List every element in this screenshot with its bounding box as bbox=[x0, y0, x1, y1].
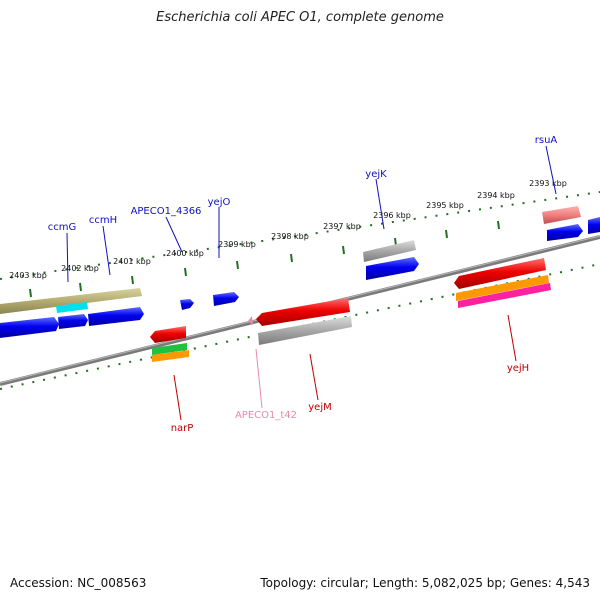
cds-arrow-ccmH-left bbox=[58, 314, 88, 329]
reverse-strand-features bbox=[150, 258, 551, 362]
scale-tick-mark bbox=[236, 260, 239, 270]
cds-arrow-ccmG bbox=[0, 317, 59, 338]
cds-arrow-right-edge bbox=[588, 217, 600, 234]
cyan-feature bbox=[56, 302, 88, 313]
scale-tick-label: 2395 kbp bbox=[426, 201, 464, 210]
gene-label-APECO1_t42[interactable]: APECO1_t42 bbox=[235, 410, 297, 421]
gene-label-ccmG[interactable]: ccmG bbox=[48, 222, 77, 233]
forward-strand-features bbox=[0, 206, 600, 338]
gene-labels: ccmG ccmH APECO1_4366 yejO yejK rsuA nar… bbox=[48, 135, 558, 434]
scale-tick-label: 2397 kbp bbox=[323, 222, 361, 231]
pink-feature-rsuA bbox=[542, 206, 581, 224]
gene-label-yejM[interactable]: yejM bbox=[308, 402, 331, 413]
cds-arrow-APECO1_4366 bbox=[180, 299, 194, 310]
scale-tick-label: 2398 kbp bbox=[271, 232, 309, 241]
cds-arrow-ccmH bbox=[88, 307, 144, 326]
cds-arrow-yejH bbox=[454, 258, 546, 289]
scale-tick-mark bbox=[342, 245, 345, 255]
gray-feature-yejK bbox=[363, 240, 416, 262]
gene-label-yejO[interactable]: yejO bbox=[208, 197, 231, 208]
gene-label-yejH[interactable]: yejH bbox=[507, 363, 529, 374]
cds-arrow-yejM bbox=[256, 298, 350, 326]
scale-tick-label: 2401 kbp bbox=[113, 257, 151, 266]
gene-label-yejK[interactable]: yejK bbox=[365, 169, 387, 180]
topology-text: Topology: circular; Length: 5,082,025 bp… bbox=[260, 576, 590, 590]
scale-ticks: 2403 kbp 2402 kbp 2401 kbp 2400 kbp 2399 kbp… bbox=[9, 179, 567, 298]
accession-text: Accession: NC_008563 bbox=[10, 576, 147, 590]
cds-arrow-narP bbox=[150, 326, 186, 343]
cds-arrow-yejK bbox=[366, 257, 419, 280]
map-title: Escherichia coli APEC O1, complete genom… bbox=[156, 10, 444, 25]
scale-tick-mark bbox=[131, 275, 134, 285]
scale-tick-mark bbox=[497, 220, 500, 230]
cds-arrow-yejO bbox=[213, 292, 239, 306]
scale-tick-label: 2394 kbp bbox=[477, 191, 515, 200]
scale-tick-mark bbox=[184, 267, 187, 277]
scale-tick-mark bbox=[79, 282, 82, 292]
gene-label-APECO1_4366[interactable]: APECO1_4366 bbox=[131, 206, 202, 217]
cds-arrow-rsuA bbox=[547, 224, 583, 241]
orange-feature-yejH bbox=[456, 275, 549, 301]
scale-tick-label: 2400 kbp bbox=[166, 249, 204, 258]
scale-tick-mark bbox=[290, 253, 293, 263]
gene-label-ccmH[interactable]: ccmH bbox=[89, 215, 117, 226]
gene-label-rsuA[interactable]: rsuA bbox=[535, 135, 558, 146]
green-feature-narP bbox=[152, 343, 187, 355]
label-leaders bbox=[66, 145, 557, 421]
scale-tick-mark bbox=[445, 229, 448, 239]
scale-tick-label: 2403 kbp bbox=[9, 271, 47, 280]
trna-arrow-APECO1_t42 bbox=[248, 316, 253, 325]
scale-tick-label: 2399 kbp bbox=[218, 240, 256, 249]
gray-feature-yejM bbox=[258, 316, 352, 345]
magenta-feature-yejH bbox=[458, 283, 551, 308]
orange-feature-narP bbox=[152, 350, 189, 362]
gene-label-narP[interactable]: narP bbox=[171, 423, 194, 434]
scale-tick-label: 2393 kbp bbox=[529, 179, 567, 188]
scale-tick-label: 2396 kbp bbox=[373, 211, 411, 220]
scale-tick-mark bbox=[29, 288, 32, 298]
olive-feature-bar bbox=[0, 288, 142, 314]
scale-tick-label: 2402 kbp bbox=[61, 264, 99, 273]
